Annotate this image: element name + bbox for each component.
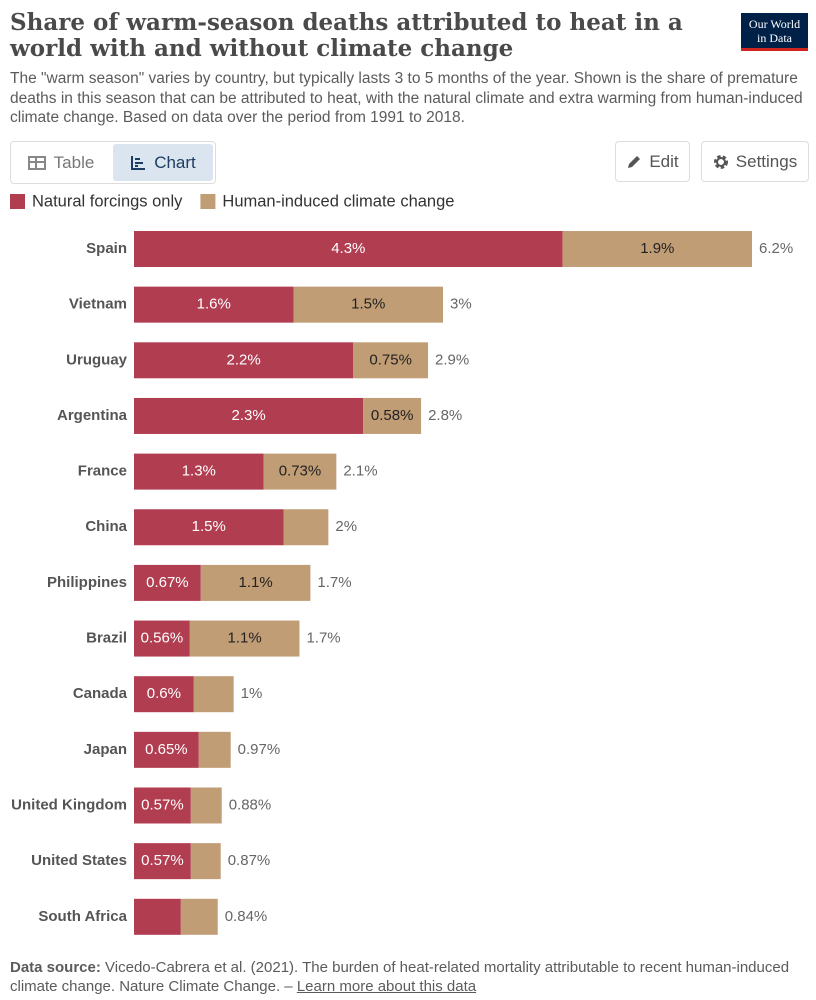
chart-icon [131, 155, 146, 170]
total-label: 2.8% [428, 407, 462, 424]
chart-tab[interactable]: Chart [113, 144, 213, 181]
value-label: 1.6% [197, 296, 231, 313]
tab-bar: Table Chart [10, 141, 216, 184]
logo-line: in Data [757, 31, 792, 45]
bar-segment [134, 731, 199, 768]
bar-segment [134, 787, 191, 824]
value-label: 0.57% [141, 796, 184, 813]
table-icon [27, 155, 46, 170]
category-label: United Kingdom [11, 796, 127, 813]
value-label: 0.65% [145, 741, 188, 758]
bar-segment [363, 397, 422, 434]
button-label: Edit [649, 151, 679, 171]
legend-swatch [10, 194, 25, 209]
bar-segment [562, 231, 752, 267]
bar-segment [189, 620, 300, 657]
bar-segment [193, 676, 234, 713]
total-label: 2.9% [435, 351, 469, 368]
value-label: 1.1% [228, 630, 262, 647]
bar-segment [190, 787, 222, 824]
bar-segment [283, 509, 329, 546]
logo-line: Our World [748, 17, 801, 31]
total-label: 2% [335, 518, 357, 535]
value-label: 0.67% [146, 574, 189, 591]
total-label: 2.1% [343, 463, 377, 480]
category-label: Uruguay [66, 351, 128, 368]
bar-segment [190, 843, 221, 880]
value-label: 0.75% [369, 351, 412, 368]
edit-button[interactable]: Edit [615, 141, 690, 182]
value-label: 0.57% [141, 852, 184, 869]
value-label: 0.6% [147, 685, 181, 702]
bar-segment [134, 676, 194, 713]
bar-segment [134, 564, 201, 601]
category-label: China [85, 518, 127, 535]
bar-segment [134, 843, 191, 880]
value-label: 2.2% [227, 351, 261, 368]
bar-segment [134, 509, 284, 546]
total-label: 1.7% [306, 630, 340, 647]
bar-segment [134, 231, 563, 267]
total-label: 6.2% [759, 240, 793, 257]
value-label: 1.5% [192, 518, 226, 535]
category-label: France [78, 463, 127, 480]
category-label: Vietnam [69, 296, 127, 313]
value-label: 4.3% [331, 240, 365, 257]
total-label: 0.84% [225, 908, 268, 925]
footer: Data source: Vicedo-Cabrera et al. (2021… [10, 958, 806, 996]
chart-title: Share of warm-season deaths attributed t… [10, 9, 683, 62]
bar-segment [198, 731, 231, 768]
category-label: Argentina [57, 407, 128, 424]
bar-segment [293, 286, 443, 323]
total-label: 0.88% [229, 796, 272, 813]
learn-more-link[interactable]: Learn more about this data [296, 978, 477, 995]
total-label: 0.87% [228, 852, 271, 869]
source-text: Vicedo-Cabrera et al. (2021). The burden… [10, 959, 790, 995]
logo[interactable]: Our World in Data [741, 13, 808, 51]
bar-segment [134, 453, 264, 490]
tab-label: Chart [154, 152, 196, 172]
legend-label: Human-induced climate change [222, 192, 454, 210]
value-label: 1.5% [351, 296, 385, 313]
legend-swatch [200, 194, 216, 209]
chart: Natural forcings only Human-induced clima… [10, 192, 793, 935]
value-label: 1.3% [182, 463, 216, 480]
table-tab[interactable]: Table [11, 142, 111, 183]
value-label: 2.3% [232, 407, 266, 424]
value-label: 1.9% [640, 240, 674, 257]
bar-segment [180, 898, 218, 935]
bar-segment [353, 342, 429, 379]
total-label: 0.97% [238, 741, 281, 758]
settings-button[interactable]: Settings [701, 141, 809, 182]
edit-icon [628, 155, 641, 168]
category-label: Brazil [86, 630, 127, 647]
bar-segment [134, 620, 190, 657]
bar-segment [134, 397, 364, 434]
total-label: 3% [450, 296, 472, 313]
value-label: 0.58% [371, 407, 414, 424]
value-label: 0.73% [279, 463, 322, 480]
chart-subtitle: The "warm season" varies by country, but… [10, 70, 803, 126]
bar-segment [134, 342, 354, 379]
bar-segment [134, 286, 294, 323]
button-label: Settings [735, 151, 798, 171]
total-label: 1% [241, 685, 263, 702]
source-label: Data source: [10, 959, 101, 976]
legend-label: Natural forcings only [32, 192, 183, 210]
bar-segment [134, 898, 181, 935]
category-label: Japan [84, 741, 127, 758]
value-label: 0.56% [141, 630, 184, 647]
category-label: Spain [86, 240, 127, 257]
tab-label: Table [53, 152, 95, 172]
settings-icon [713, 154, 728, 169]
category-label: United States [31, 852, 127, 869]
value-label: 1.1% [239, 574, 273, 591]
category-label: South Africa [38, 908, 127, 925]
category-label: Canada [73, 685, 128, 702]
bar-segment [263, 453, 337, 490]
total-label: 1.7% [317, 574, 351, 591]
category-label: Philippines [47, 574, 127, 591]
bar-segment [200, 564, 311, 601]
